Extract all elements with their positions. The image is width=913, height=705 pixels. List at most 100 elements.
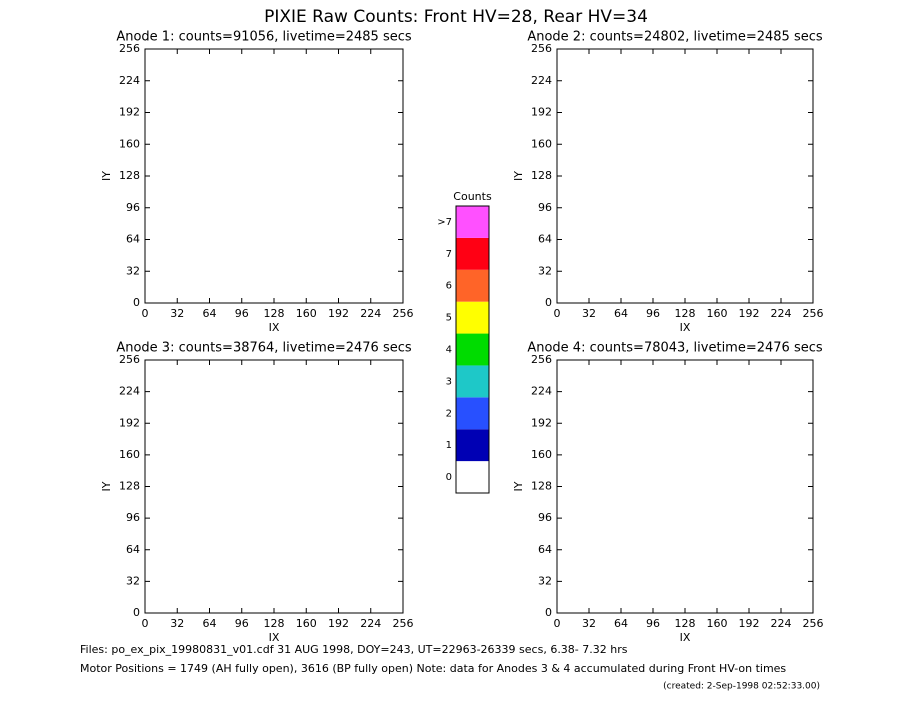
x-tick-label: 224 (360, 307, 381, 320)
panel-title: Anode 2: counts=24802, livetime=2485 sec… (527, 30, 823, 45)
colorbar-swatch (456, 301, 489, 334)
y-tick-label: 192 (119, 106, 140, 119)
colorbar-label: 2 (446, 408, 452, 419)
x-tick-label: 128 (264, 617, 285, 630)
x-tick-label: 256 (803, 307, 824, 320)
y-tick-label: 96 (126, 511, 140, 524)
x-tick-label: 32 (582, 307, 596, 320)
y-tick-label: 96 (126, 201, 140, 214)
x-tick-label: 96 (646, 617, 660, 630)
y-tick-label: 96 (538, 201, 552, 214)
x-tick-label: 96 (235, 307, 249, 320)
x-axis-label: IX (680, 631, 691, 644)
y-tick-label: 32 (538, 264, 552, 277)
plot-frame (556, 48, 814, 304)
colorbar-swatch (456, 206, 489, 238)
y-tick-label: 192 (531, 106, 552, 119)
x-tick-label: 256 (393, 617, 414, 630)
x-tick-label: 128 (675, 617, 696, 630)
x-tick-label: 192 (328, 617, 349, 630)
x-tick-label: 192 (328, 307, 349, 320)
x-tick-label: 256 (803, 617, 824, 630)
x-axis-label: IX (269, 321, 280, 334)
colorbar-label: 6 (446, 281, 452, 292)
panel-title: Anode 3: counts=38764, livetime=2476 sec… (116, 341, 412, 356)
y-tick-label: 32 (538, 574, 552, 587)
y-tick-label: 0 (545, 606, 552, 619)
x-tick-label: 32 (170, 307, 184, 320)
footer-line: Motor Positions = 1749 (AH fully open), … (80, 662, 786, 675)
colorbar-label: 5 (446, 313, 452, 324)
y-tick-label: 32 (126, 574, 140, 587)
y-tick-label: 128 (119, 169, 140, 182)
y-tick-label: 0 (133, 296, 140, 309)
figure-title: PIXIE Raw Counts: Front HV=28, Rear HV=3… (264, 7, 648, 27)
colorbar-label: 7 (446, 249, 452, 260)
x-tick-label: 0 (142, 617, 149, 630)
colorbar-label: >7 (437, 217, 452, 228)
y-tick-label: 256 (531, 42, 552, 55)
colorbar-swatch (456, 333, 489, 366)
plot-frame (144, 48, 404, 304)
colorbar-swatch (456, 429, 489, 462)
x-tick-label: 224 (771, 617, 792, 630)
colorbar-label: 3 (446, 376, 452, 387)
panel-title: Anode 4: counts=78043, livetime=2476 sec… (527, 341, 823, 356)
y-tick-label: 32 (126, 264, 140, 277)
y-tick-label: 224 (119, 74, 140, 87)
y-tick-label: 256 (119, 42, 140, 55)
colorbar-label: 1 (446, 440, 452, 451)
colorbar-swatch (456, 237, 489, 270)
x-tick-label: 160 (296, 617, 317, 630)
x-tick-label: 0 (554, 307, 561, 320)
colorbar-swatch (456, 365, 489, 398)
footer-line: Files: po_ex_pix_19980831_v01.cdf 31 AUG… (80, 643, 628, 656)
colorbar-swatch (456, 461, 489, 493)
x-tick-label: 128 (264, 307, 285, 320)
x-tick-label: 64 (614, 307, 628, 320)
y-tick-label: 160 (531, 448, 552, 461)
colorbar-title: Counts (453, 190, 492, 203)
x-tick-label: 0 (554, 617, 561, 630)
colorbar-frame (455, 205, 490, 494)
y-tick-label: 160 (531, 137, 552, 150)
y-tick-label: 256 (531, 353, 552, 366)
x-tick-label: 32 (582, 617, 596, 630)
colorbar-label: 0 (446, 472, 452, 483)
y-tick-label: 0 (545, 296, 552, 309)
y-tick-label: 160 (119, 448, 140, 461)
colorbar-label: 4 (446, 345, 452, 356)
y-tick-label: 128 (531, 169, 552, 182)
y-tick-label: 128 (119, 480, 140, 493)
x-tick-label: 0 (142, 307, 149, 320)
x-tick-label: 32 (170, 617, 184, 630)
footer-created: (created: 2-Sep-1998 02:52:33.00) (663, 682, 820, 692)
y-tick-label: 128 (531, 480, 552, 493)
x-tick-label: 224 (771, 307, 792, 320)
plot-frame (556, 359, 814, 614)
y-tick-label: 64 (126, 233, 140, 246)
y-tick-label: 224 (119, 385, 140, 398)
y-axis-label: IY (100, 171, 113, 181)
y-tick-label: 160 (119, 137, 140, 150)
y-tick-label: 64 (538, 543, 552, 556)
y-tick-label: 224 (531, 74, 552, 87)
x-tick-label: 224 (360, 617, 381, 630)
y-tick-label: 64 (126, 543, 140, 556)
x-tick-label: 128 (675, 307, 696, 320)
x-tick-label: 192 (739, 617, 760, 630)
x-axis-label: IX (269, 631, 280, 644)
colorbar-swatch (456, 397, 489, 430)
x-axis-label: IX (680, 321, 691, 334)
colorbar-swatch (456, 269, 489, 302)
y-tick-label: 256 (119, 353, 140, 366)
x-tick-label: 96 (235, 617, 249, 630)
y-axis-label: IY (512, 481, 525, 491)
x-tick-label: 192 (739, 307, 760, 320)
x-tick-label: 64 (203, 307, 217, 320)
x-tick-label: 256 (393, 307, 414, 320)
y-axis-label: IY (100, 481, 113, 491)
x-tick-label: 160 (707, 307, 728, 320)
x-tick-label: 160 (296, 307, 317, 320)
